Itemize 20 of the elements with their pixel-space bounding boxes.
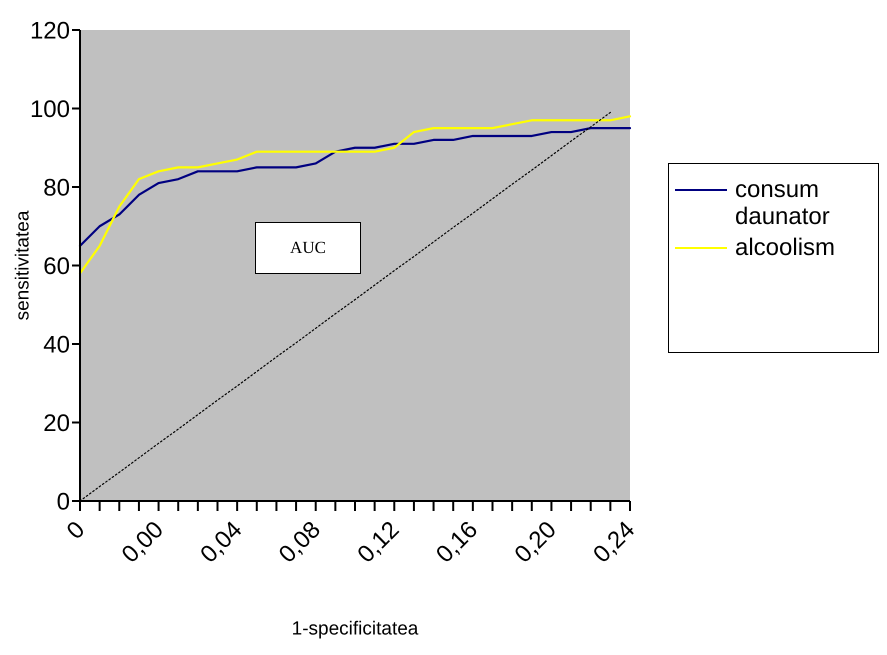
y-tick-label: 100 <box>30 96 70 124</box>
y-tick-label: 40 <box>43 332 70 359</box>
line-series <box>78 115 632 274</box>
y-tick-label: 0 <box>56 488 70 516</box>
y-tick-label: 120 <box>30 18 70 45</box>
y-tick-label: 80 <box>43 174 70 202</box>
x-tick-label: 0,20 <box>510 516 562 568</box>
x-tick-label: 0,08 <box>274 516 326 568</box>
x-tick-label: 0,16 <box>430 516 484 568</box>
label-box: AUC <box>255 222 361 274</box>
x-axis-title: 1-specificitatea <box>292 618 419 640</box>
y-axis-title: sensitivitatea <box>12 210 34 320</box>
x-tick-label: 0 <box>62 516 90 545</box>
x-tick-label: 0,04 <box>195 516 248 568</box>
x-tick-label: 0,12 <box>352 516 405 568</box>
legend-label: alcoolism <box>735 234 836 261</box>
x-tick-label: 0,00 <box>116 516 169 568</box>
x-tick-label: 0,24 <box>588 516 640 568</box>
y-tick-label: 60 <box>43 253 70 280</box>
y-tick-label: 20 <box>43 410 70 438</box>
